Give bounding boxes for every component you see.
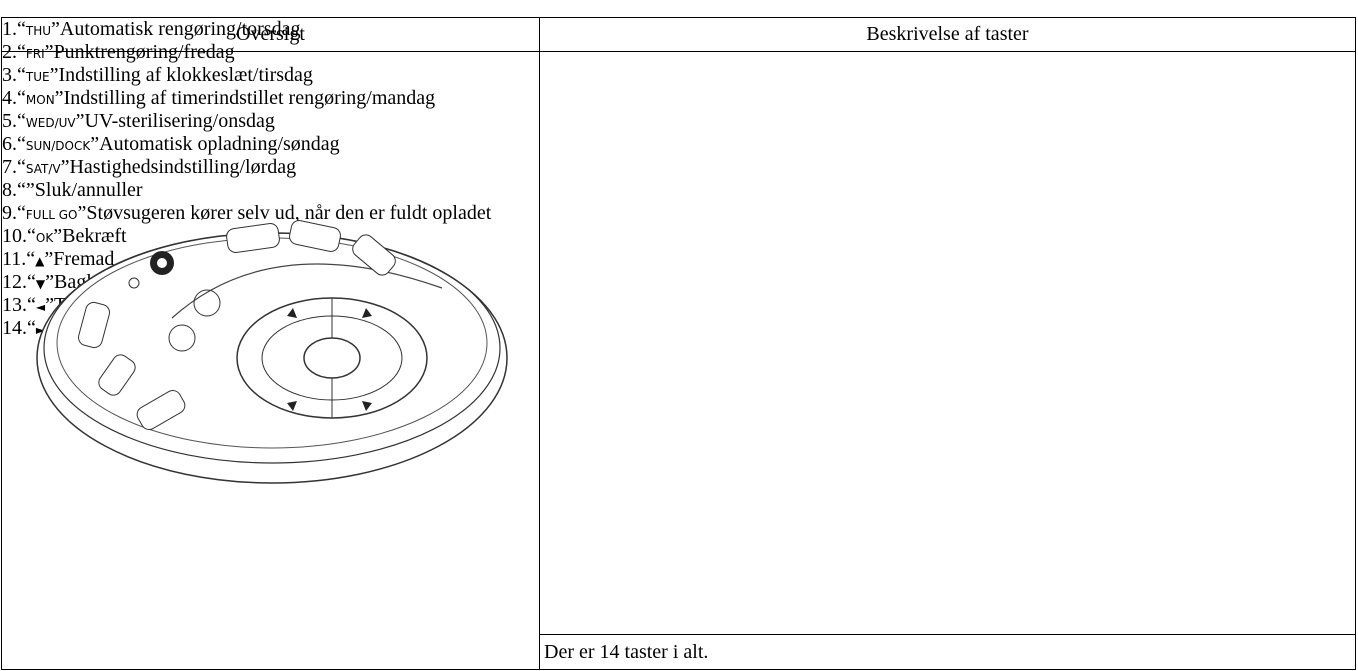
- row-number: 10.: [2, 225, 27, 247]
- footer-text: Der er 14 taster i alt.: [544, 641, 709, 663]
- key-row: 7.“SAT/V”Hastighedsindstilling/lørdag: [2, 156, 1355, 179]
- row-divider: [539, 634, 1355, 635]
- key-label: ◄: [35, 300, 46, 314]
- key-description: Hastighedsindstilling/lørdag: [69, 156, 297, 178]
- quote-close: ”: [45, 294, 55, 316]
- header-divider: [2, 51, 1355, 52]
- key-label: TUE: [25, 70, 50, 84]
- row-number: 7.: [2, 156, 17, 178]
- key-row: 1.“THU”Automatisk rengøring/torsdag: [2, 18, 1355, 41]
- quote-open: “: [17, 110, 26, 132]
- row-number: 4.: [2, 87, 17, 109]
- row-number: 12.: [2, 271, 27, 293]
- key-label: MON: [25, 93, 55, 107]
- quote-close: ”: [53, 225, 63, 247]
- key-description: Automatisk rengøring/torsdag: [59, 18, 301, 40]
- quote-close: ”: [90, 133, 100, 155]
- row-number: 13.: [2, 294, 27, 316]
- column-divider: [539, 18, 540, 669]
- key-label: ▲: [35, 254, 45, 268]
- row-number: 1.: [2, 18, 17, 40]
- header-cell: Beskrivelse af taster: [866, 23, 1029, 45]
- key-description: Sluk/annuller: [34, 179, 143, 201]
- key-row: 11.“▲”Fremad: [2, 248, 1355, 271]
- quote-open: “: [17, 41, 26, 63]
- key-label: WED/UV: [25, 116, 76, 130]
- quote-open: “: [17, 64, 26, 86]
- key-label: SUN/DOCK: [25, 139, 91, 153]
- quote-open: “: [17, 87, 26, 109]
- quote-open: “: [26, 248, 36, 270]
- quote-close: ”: [49, 64, 59, 86]
- row-number: 2.: [2, 41, 17, 63]
- quote-close: ”: [44, 248, 54, 270]
- quote-open: “: [17, 156, 26, 178]
- key-row: 9.“FULL GO”Støvsugeren kører selv ud, nå…: [2, 202, 1355, 225]
- quote-open: “: [17, 133, 26, 155]
- quote-open: “: [27, 317, 36, 339]
- row-number: 14.: [2, 317, 27, 339]
- key-row: 5.“WED/UV”UV-sterilisering/onsdag: [2, 110, 1355, 133]
- key-description: Indstilling af klokkeslæt/tirsdag: [58, 64, 313, 86]
- key-description: Bekræft: [62, 225, 127, 247]
- key-table: Oversigt Beskrivelse af taster 1.“THU”Au…: [1, 17, 1356, 670]
- key-label: ►: [35, 323, 46, 337]
- row-number: 6.: [2, 133, 17, 155]
- row-number: 5.: [2, 110, 17, 132]
- row-number: 9.: [2, 202, 17, 224]
- key-row: 8.“”Sluk/annuller: [2, 179, 1355, 202]
- key-description: Punktrengøring/fredag: [53, 41, 235, 63]
- quote-close: ”: [60, 156, 70, 178]
- quote-open: “: [27, 294, 36, 316]
- quote-open: “: [17, 18, 26, 40]
- key-description: Automatisk opladning/søndag: [99, 133, 340, 155]
- quote-close: ”: [44, 41, 54, 63]
- quote-close: ”: [54, 87, 64, 109]
- key-description: Støvsugeren kører selv ud, når den er fu…: [86, 202, 492, 224]
- key-label: ▼: [35, 277, 46, 291]
- key-label: FRI: [25, 47, 45, 61]
- quote-close: ”: [77, 202, 87, 224]
- key-description: Indstilling af timerindstillet rengøring…: [63, 87, 436, 109]
- key-row: 2.“FRI”Punktrengøring/fredag: [2, 41, 1355, 64]
- quote-open: “: [17, 179, 26, 201]
- quote-close: ”: [45, 271, 55, 293]
- row-number: 8.: [2, 179, 17, 201]
- quote-open: “: [17, 202, 26, 224]
- row-number: 11.: [2, 248, 27, 270]
- row-number: 3.: [2, 64, 17, 86]
- header-cell: Oversigt: [236, 23, 305, 45]
- key-label: OK: [35, 231, 54, 245]
- key-label: THU: [25, 24, 52, 38]
- key-row: 6.“SUN/DOCK”Automatisk opladning/søndag: [2, 133, 1355, 156]
- quote-close: ”: [75, 110, 85, 132]
- key-label: SAT/V: [25, 162, 61, 176]
- quote-close: ”: [25, 179, 35, 201]
- quote-close: ”: [51, 18, 60, 40]
- quote-open: “: [27, 271, 36, 293]
- key-row: 4.“MON”Indstilling af timerindstillet re…: [2, 87, 1355, 110]
- key-label: FULL GO: [25, 208, 78, 222]
- key-row: 10.“OK”Bekræft: [2, 225, 1355, 248]
- quote-open: “: [27, 225, 36, 247]
- key-row: 3.“TUE”Indstilling af klokkeslæt/tirsdag: [2, 64, 1355, 87]
- key-description: Fremad: [53, 248, 115, 270]
- remote-illustration: [36, 220, 508, 484]
- key-description: UV-sterilisering/onsdag: [84, 110, 275, 132]
